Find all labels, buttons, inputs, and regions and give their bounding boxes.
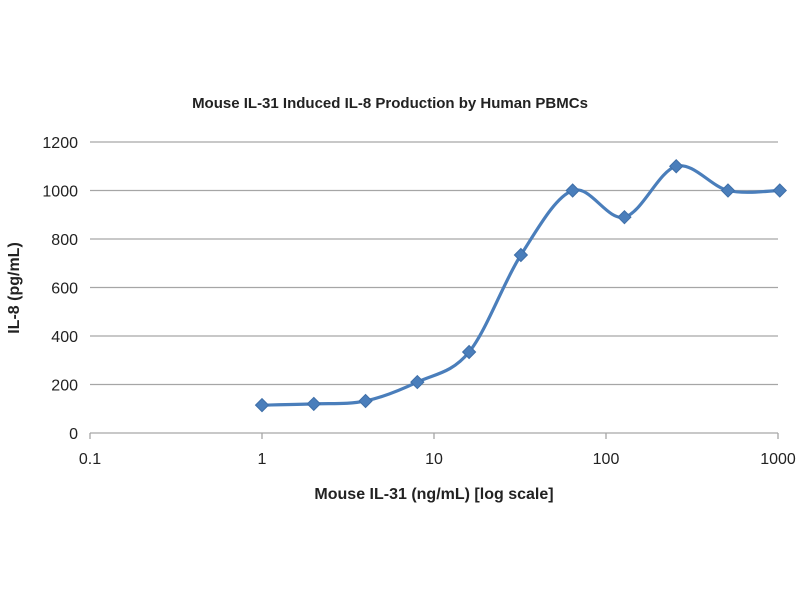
data-point-marker	[461, 344, 477, 360]
gridlines	[90, 141, 778, 386]
y-axis-label: IL-8 (pg/mL)	[6, 242, 23, 334]
x-axis-label: Mouse IL-31 (ng/mL) [log scale]	[314, 486, 553, 503]
y-tick-label: 200	[51, 378, 78, 395]
y-tick-label: 600	[51, 281, 78, 298]
y-tick-label: 400	[51, 329, 78, 346]
series-line	[261, 164, 780, 407]
x-tick-label: 1000	[760, 451, 796, 468]
y-tick-labels: 0 200 400 600 800 1000 1200	[42, 135, 78, 443]
series	[254, 159, 787, 413]
data-point-marker	[358, 393, 373, 409]
x-tick-label: 100	[593, 451, 620, 468]
data-point-marker	[720, 183, 736, 198]
x-tick-label: 0.1	[79, 451, 101, 468]
data-point-marker	[513, 247, 529, 263]
y-tick-label: 0	[69, 426, 78, 443]
axes	[89, 432, 779, 439]
y-tick-label: 800	[51, 232, 78, 249]
y-tick-label: 1000	[42, 184, 78, 201]
data-point-marker	[565, 183, 580, 198]
data-point-marker	[772, 183, 787, 198]
data-point-marker	[669, 159, 684, 174]
x-tick-labels: 0.1 1 10 100 1000	[79, 451, 796, 468]
chart-title: Mouse IL-31 Induced IL-8 Production by H…	[192, 95, 588, 112]
x-tick-label: 1	[258, 451, 267, 468]
x-tick-label: 10	[425, 451, 443, 468]
data-point-marker	[410, 374, 425, 390]
data-point-marker	[254, 397, 270, 413]
data-point-marker	[617, 209, 632, 225]
data-point-marker	[306, 396, 321, 412]
y-tick-label: 1200	[42, 135, 78, 152]
